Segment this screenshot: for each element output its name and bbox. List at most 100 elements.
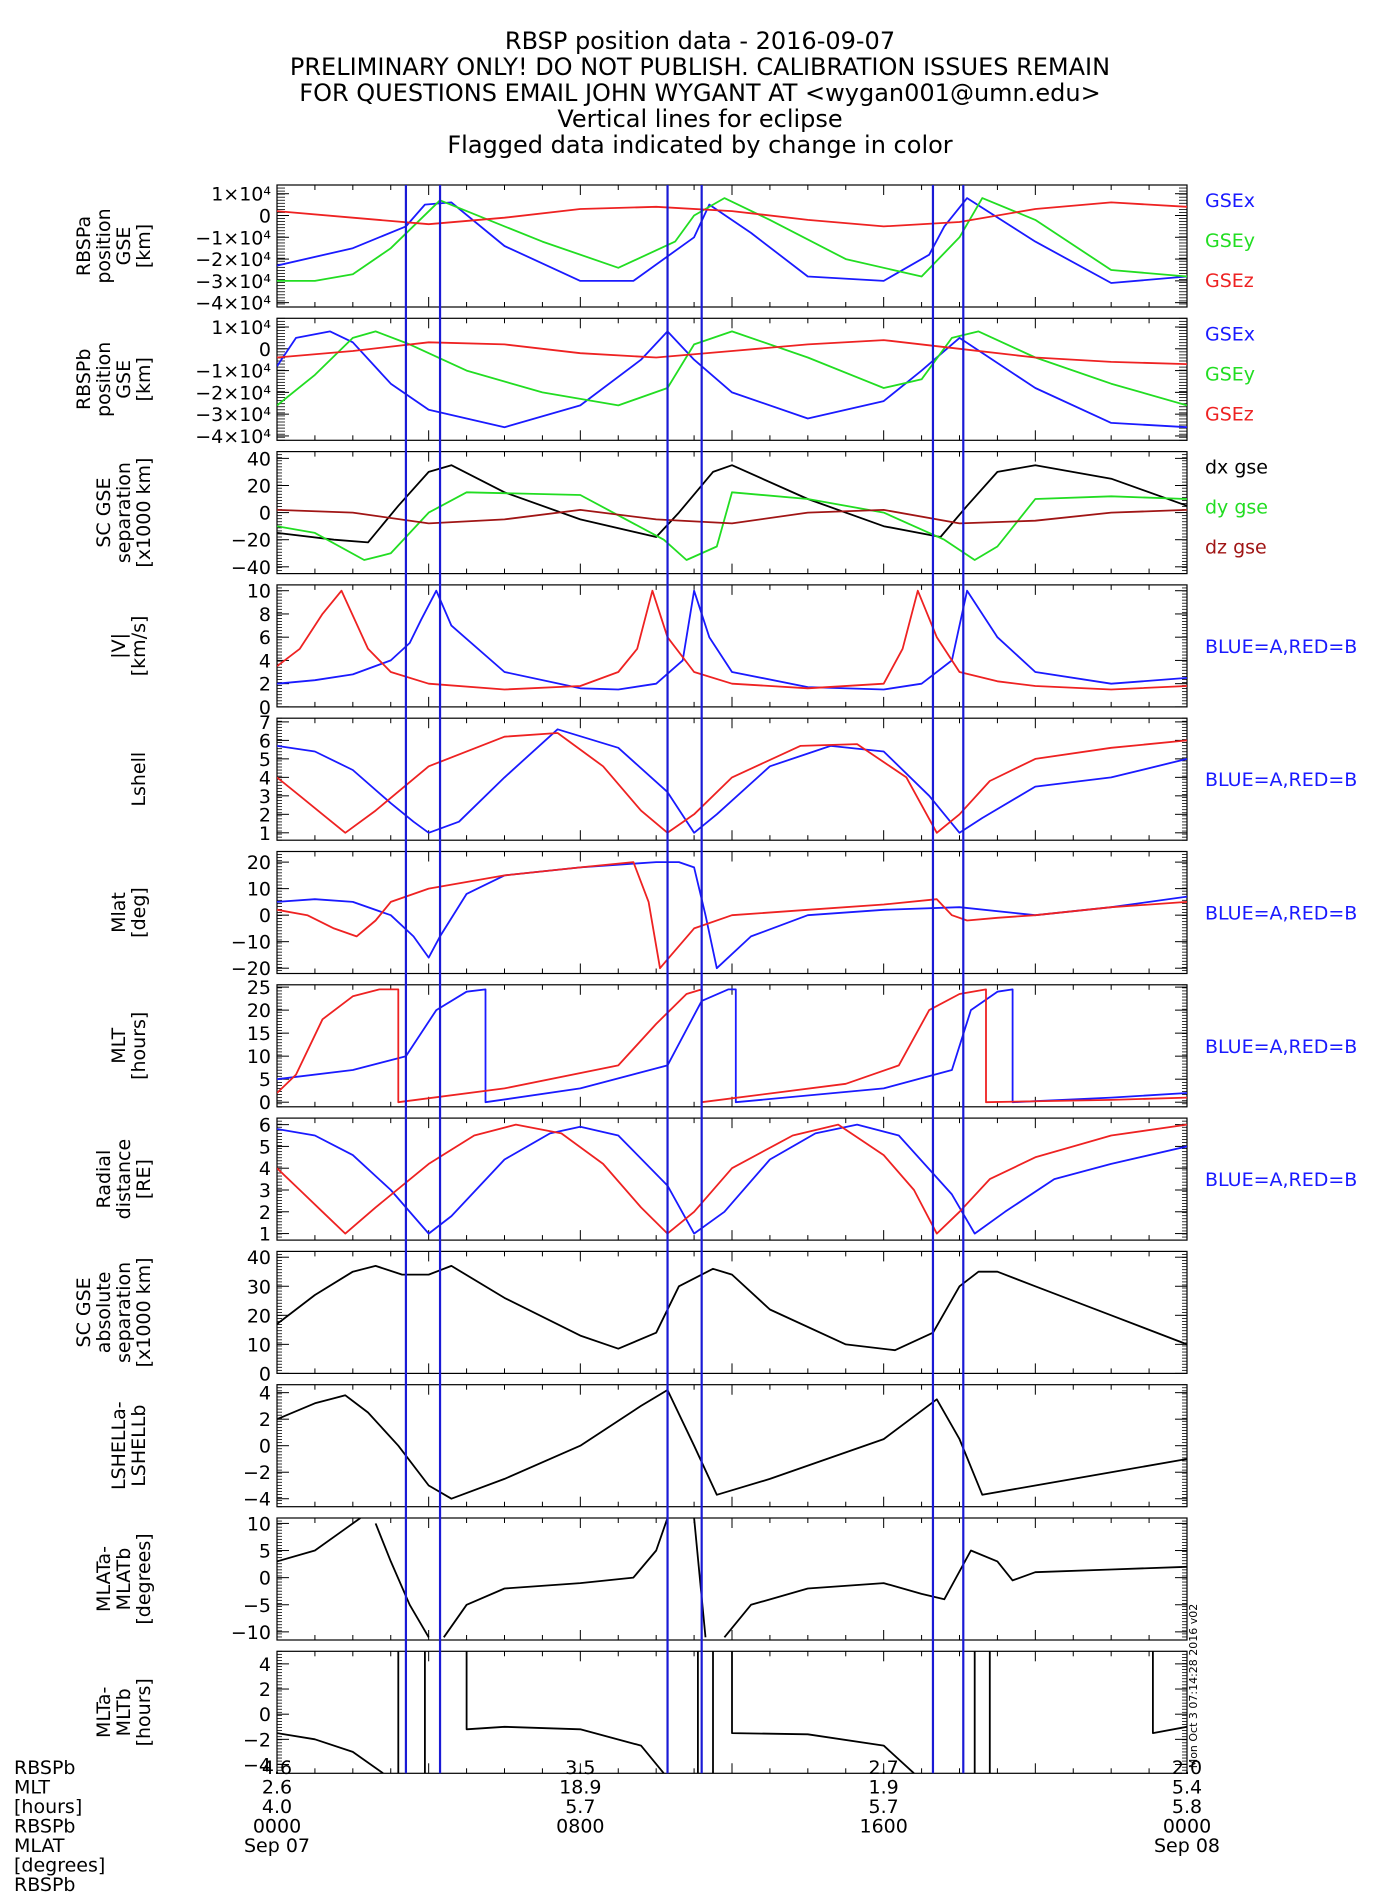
y-tick-label: 20	[247, 1000, 271, 1022]
y-tick-label: 20	[247, 475, 271, 497]
y-tick-label: 2	[259, 674, 271, 696]
x-row-label: [degrees]	[14, 1855, 105, 1877]
x-tick-label: 2.6	[262, 1777, 292, 1799]
y-tick-label: 0	[259, 503, 271, 525]
y-tick-label: 7	[259, 712, 271, 734]
x-tick-label: 2.7	[869, 1757, 899, 1779]
y-axis-label: [km]	[133, 357, 155, 401]
x-row-label: MLAT	[14, 1835, 65, 1857]
series-line	[277, 1123, 1187, 1235]
legend-entry: dy gse	[1205, 497, 1268, 519]
series-line	[277, 197, 1187, 284]
y-axis-label: [x1000 km]	[133, 1257, 155, 1367]
series-group	[277, 1389, 1187, 1500]
x-tick-label: 18.9	[559, 1777, 601, 1799]
panel: 4 2 0 −2 −4 MLTa-MLTb[hours]	[93, 1650, 1188, 1776]
y-tick-label: −2×10⁴	[195, 382, 271, 404]
y-axis-label: SC GSE	[93, 478, 115, 548]
y-axis-label: distance	[113, 1139, 135, 1220]
series-line	[277, 1389, 1187, 1500]
series-line	[277, 988, 1187, 1104]
y-tick-label: −20	[231, 530, 271, 552]
panel: 0 10 20 30 40 SC GSEabsoluteseparation[x1000 …	[73, 1247, 1188, 1385]
y-tick-label: 0	[259, 206, 271, 228]
legend-entry: BLUE=A,RED=B	[1205, 903, 1357, 925]
y-axis-label: GSE	[113, 360, 135, 399]
series-group	[277, 589, 1187, 691]
panel-frame	[276, 1517, 1188, 1641]
y-tick-label: −40	[231, 557, 271, 579]
y-tick-label: 6	[259, 1115, 271, 1137]
y-tick-label: 1	[259, 1224, 271, 1246]
series-group	[277, 861, 1187, 970]
series-line	[277, 201, 1187, 228]
series-line	[465, 1651, 665, 1774]
x-tick-label: 1.9	[869, 1777, 899, 1799]
y-tick-label: 4	[259, 1158, 271, 1180]
x-tick-label: 4.6	[262, 1757, 292, 1779]
y-tick-label: −4	[243, 1489, 271, 1511]
legend-entry: GSEz	[1205, 270, 1254, 292]
y-tick-label: 2	[259, 1409, 271, 1431]
y-tick-label: 0	[259, 1092, 271, 1114]
chart-title: RBSP position data - 2016-09-07 PRELIMIN…	[0, 28, 1400, 158]
series-group	[277, 1518, 1187, 1638]
panel: 20 10 0 −10 −20 Mlat[deg] BLUE=A,RED=B	[108, 850, 1357, 980]
x-tick-label: 0000	[253, 1816, 301, 1838]
y-tick-label: 1	[259, 823, 271, 845]
y-tick-label: 10	[247, 879, 271, 901]
y-tick-label: 4	[259, 650, 271, 672]
panel-frame	[276, 1250, 1188, 1375]
y-axis-label: MLT	[108, 1027, 130, 1063]
panel-frame	[276, 451, 1188, 575]
series-line	[693, 1518, 707, 1638]
y-axis-label: absolute	[93, 1272, 115, 1354]
y-tick-label: 20	[247, 1305, 271, 1327]
series-line	[277, 589, 1187, 691]
y-axis-label: position	[93, 208, 115, 283]
series-group	[277, 330, 1187, 429]
y-axis-label: SC GSE	[73, 1277, 95, 1347]
series-line	[277, 330, 1187, 407]
x-tick-label: 5.7	[869, 1796, 899, 1818]
y-axis-label: [degrees]	[133, 1533, 155, 1624]
y-axis-label: MLTb	[113, 1688, 135, 1736]
y-tick-label: 3	[259, 1180, 271, 1202]
y-tick-label: 2	[259, 804, 271, 826]
y-tick-label: −10	[231, 932, 271, 954]
series-group	[277, 464, 1187, 561]
y-tick-label: −4×10⁴	[195, 426, 271, 448]
panel-frame	[276, 1117, 1188, 1241]
legend-entry: BLUE=A,RED=B	[1205, 636, 1357, 658]
y-tick-label: 0	[259, 1704, 271, 1726]
series-line	[277, 508, 1187, 525]
y-tick-label: 0	[259, 905, 271, 927]
series-line	[277, 861, 1187, 970]
y-axis-label: [km/s]	[128, 616, 150, 677]
y-axis-label: LSHELLb	[128, 1405, 150, 1487]
y-tick-label: −4×10⁴	[195, 293, 271, 315]
panel-frame	[276, 184, 1188, 308]
y-axis-label: separation	[113, 462, 135, 563]
y-axis-label: MLATa-	[93, 1546, 115, 1612]
panel: 10 5 0 −5 −10 MLATa-MLATb[degrees]	[93, 1513, 1188, 1644]
y-tick-label: −3×10⁴	[195, 404, 271, 426]
series-line	[277, 1265, 1187, 1352]
series-line	[277, 988, 1187, 1104]
series-line	[277, 732, 1187, 834]
title-line: FOR QUESTIONS EMAIL JOHN WYGANT AT <wyga…	[299, 79, 1101, 107]
y-axis-label: MLTa-	[93, 1687, 115, 1738]
x-row-label: RBSPb	[14, 1757, 75, 1779]
legend-entry: GSEx	[1205, 323, 1255, 345]
series-group	[277, 1265, 1187, 1352]
x-row-label: RBSPb	[14, 1874, 75, 1896]
panel-frame	[276, 317, 1188, 441]
y-tick-label: −20	[231, 958, 271, 980]
y-axis-label: Radial	[93, 1150, 115, 1209]
series-line	[723, 1549, 1187, 1638]
y-tick-label: 20	[247, 852, 271, 874]
y-tick-label: −5	[243, 1595, 271, 1617]
y-tick-label: 10	[247, 1334, 271, 1356]
